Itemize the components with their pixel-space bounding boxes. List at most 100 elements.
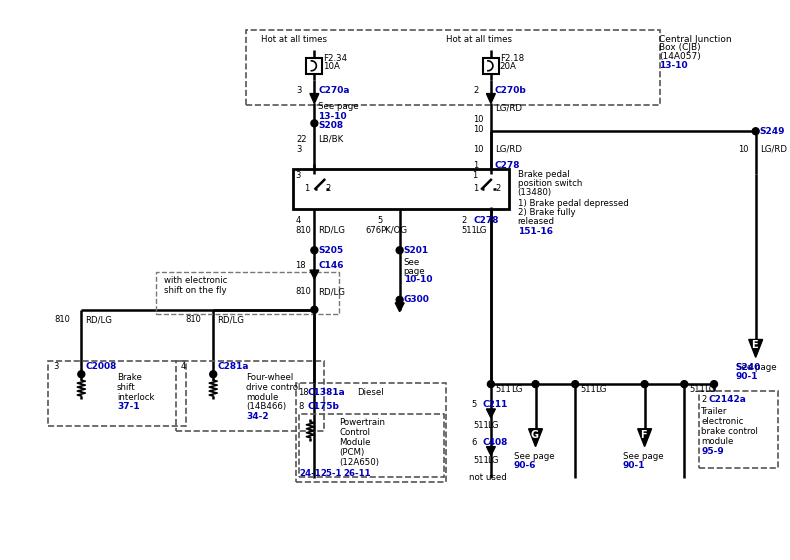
Text: LB/BK: LB/BK bbox=[318, 134, 344, 144]
Text: 2) Brake fully: 2) Brake fully bbox=[517, 208, 575, 217]
Bar bbox=[483, 58, 498, 74]
Text: 1: 1 bbox=[473, 184, 478, 193]
Text: position switch: position switch bbox=[517, 179, 582, 188]
Text: 511: 511 bbox=[461, 226, 477, 235]
Text: 13-10: 13-10 bbox=[318, 112, 347, 121]
Text: LG: LG bbox=[704, 385, 716, 394]
Text: (12A650): (12A650) bbox=[339, 458, 379, 467]
Text: S249: S249 bbox=[760, 127, 785, 136]
Text: 90-6: 90-6 bbox=[514, 461, 536, 470]
Text: C270a: C270a bbox=[318, 86, 350, 95]
Polygon shape bbox=[487, 447, 495, 455]
Text: C175b: C175b bbox=[307, 403, 340, 412]
Text: Brake: Brake bbox=[117, 373, 142, 382]
Text: RD/LG: RD/LG bbox=[318, 226, 345, 235]
Text: 511: 511 bbox=[496, 385, 512, 394]
Text: See: See bbox=[404, 258, 419, 267]
Text: (14A057): (14A057) bbox=[660, 53, 702, 62]
Bar bbox=[246, 30, 660, 105]
Text: 1: 1 bbox=[304, 184, 310, 193]
Text: 151-16: 151-16 bbox=[517, 227, 553, 236]
Polygon shape bbox=[487, 94, 495, 104]
Circle shape bbox=[710, 381, 717, 388]
Circle shape bbox=[78, 371, 85, 377]
Text: 2: 2 bbox=[325, 184, 330, 193]
Text: shift: shift bbox=[117, 382, 136, 391]
Text: Powertrain: Powertrain bbox=[339, 418, 386, 427]
Text: RD/LG: RD/LG bbox=[85, 315, 112, 324]
Text: LG/RD: LG/RD bbox=[760, 144, 787, 153]
Polygon shape bbox=[529, 429, 543, 447]
Polygon shape bbox=[749, 339, 762, 357]
Text: 18: 18 bbox=[299, 388, 309, 396]
Text: 511: 511 bbox=[580, 385, 596, 394]
Text: See page: See page bbox=[623, 452, 664, 461]
Bar bbox=[699, 391, 778, 468]
Circle shape bbox=[681, 381, 688, 388]
Text: 37-1: 37-1 bbox=[117, 403, 140, 412]
Text: Brake pedal: Brake pedal bbox=[517, 170, 570, 179]
Text: LG/RD: LG/RD bbox=[495, 144, 522, 153]
Bar bbox=[175, 361, 324, 431]
Text: F: F bbox=[640, 430, 646, 440]
Text: 1) Brake pedal depressed: 1) Brake pedal depressed bbox=[517, 199, 628, 208]
Circle shape bbox=[311, 120, 318, 127]
Text: 810: 810 bbox=[55, 315, 70, 324]
Text: Central Junction: Central Junction bbox=[660, 35, 732, 44]
Text: LG: LG bbox=[595, 385, 607, 394]
Text: with electronic: with electronic bbox=[164, 277, 227, 286]
Polygon shape bbox=[310, 270, 319, 279]
Text: S205: S205 bbox=[318, 246, 344, 255]
Text: G: G bbox=[531, 430, 539, 440]
Circle shape bbox=[572, 381, 578, 388]
Text: PK/OG: PK/OG bbox=[380, 226, 407, 235]
Text: F2.18: F2.18 bbox=[500, 54, 524, 63]
Text: 25-1: 25-1 bbox=[320, 469, 342, 478]
Text: S240: S240 bbox=[735, 363, 761, 372]
Text: 20A: 20A bbox=[500, 62, 517, 71]
Text: Module: Module bbox=[339, 438, 371, 447]
Text: LG: LG bbox=[510, 385, 522, 394]
Text: C281a: C281a bbox=[217, 362, 249, 371]
Polygon shape bbox=[487, 409, 495, 418]
Text: RD/LG: RD/LG bbox=[217, 315, 244, 324]
Text: 26-11: 26-11 bbox=[343, 469, 371, 478]
Text: C278: C278 bbox=[495, 161, 521, 170]
Text: 10: 10 bbox=[473, 125, 483, 134]
Text: C146: C146 bbox=[318, 260, 344, 269]
Text: LG/RD: LG/RD bbox=[495, 104, 522, 113]
Text: S201: S201 bbox=[404, 246, 429, 255]
Text: 3: 3 bbox=[295, 171, 301, 180]
Text: C2142a: C2142a bbox=[708, 395, 746, 404]
Text: (14B466): (14B466) bbox=[246, 403, 286, 412]
Text: C211: C211 bbox=[483, 400, 508, 409]
Text: See page: See page bbox=[514, 452, 555, 461]
Text: 3: 3 bbox=[296, 86, 302, 95]
Text: 22: 22 bbox=[296, 134, 307, 144]
Text: 90-1: 90-1 bbox=[735, 372, 758, 381]
Text: 10A: 10A bbox=[323, 62, 340, 71]
Text: 18: 18 bbox=[295, 260, 307, 269]
Text: 810: 810 bbox=[295, 287, 311, 296]
Text: 810: 810 bbox=[186, 315, 201, 324]
Circle shape bbox=[311, 306, 318, 313]
Text: LG: LG bbox=[487, 421, 498, 430]
Text: 511: 511 bbox=[473, 456, 489, 465]
Text: 511: 511 bbox=[689, 385, 705, 394]
Text: C278: C278 bbox=[473, 216, 498, 225]
Text: brake control: brake control bbox=[702, 427, 758, 436]
Text: 8: 8 bbox=[299, 403, 304, 412]
Text: 1: 1 bbox=[472, 171, 477, 180]
Bar bbox=[307, 58, 322, 74]
Text: 13-10: 13-10 bbox=[660, 61, 688, 71]
Text: 10-10: 10-10 bbox=[404, 276, 432, 284]
Text: released: released bbox=[517, 217, 555, 226]
Text: 2: 2 bbox=[702, 395, 706, 404]
Bar bbox=[47, 361, 186, 426]
Text: C2008: C2008 bbox=[85, 362, 117, 371]
Text: 3: 3 bbox=[54, 362, 59, 371]
Circle shape bbox=[397, 247, 403, 254]
Text: not used: not used bbox=[469, 473, 507, 482]
Text: electronic: electronic bbox=[702, 417, 743, 426]
Text: 810: 810 bbox=[295, 226, 311, 235]
